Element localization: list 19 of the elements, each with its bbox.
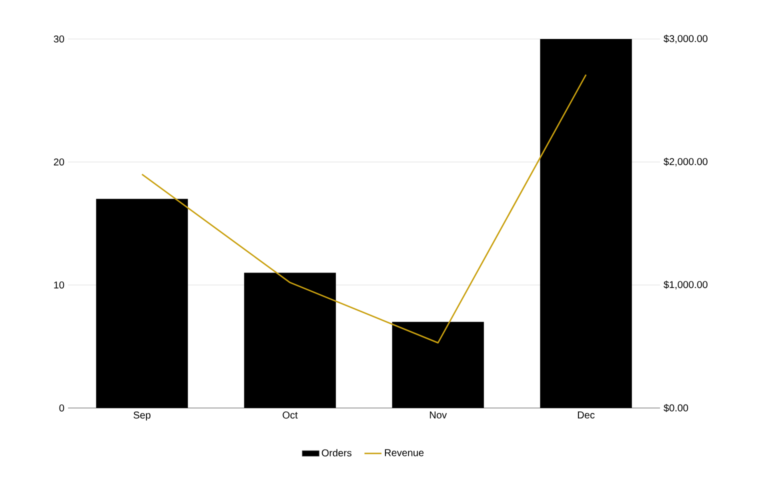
y2-tick-label: $2,000.00: [664, 158, 708, 166]
y-tick-label: 0: [59, 404, 64, 412]
line-series: [141, 74, 587, 344]
x-tick-label: Sep: [134, 412, 150, 421]
x-tick-label: Nov: [430, 412, 447, 418]
x-tick-label: Dec: [578, 412, 595, 418]
y-tick-label: 10: [54, 281, 64, 289]
x-tick-label: Oct: [282, 412, 298, 419]
y-tick-label: 30: [54, 35, 64, 43]
y2-tick-label: $0.00: [664, 404, 688, 412]
y2-tick-label: $1,000.00: [664, 280, 708, 290]
legend-label: Revenue: [384, 449, 424, 456]
bar: [244, 272, 336, 408]
bar: [540, 38, 632, 408]
y-tick-label: 20: [54, 158, 64, 166]
legend-label: Orders: [322, 449, 352, 456]
bar: [96, 198, 188, 408]
bar: [392, 322, 484, 408]
y2-tick-label: $3,000.00: [664, 34, 708, 44]
